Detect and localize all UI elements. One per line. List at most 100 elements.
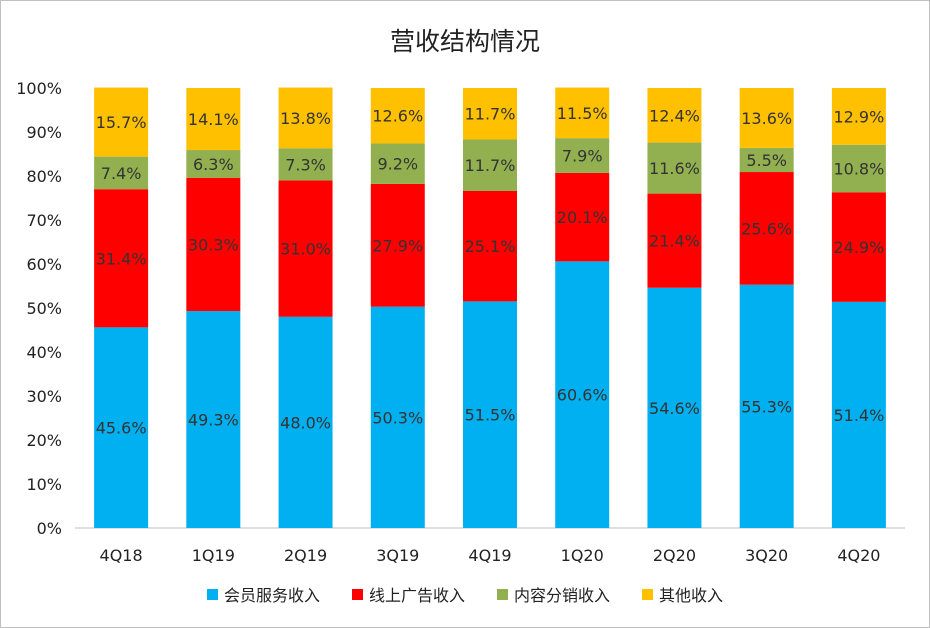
bar-segment [186, 150, 241, 178]
bar-segment [186, 177, 241, 312]
y-tick-label: 40% [26, 343, 62, 362]
bar-segment [555, 261, 610, 528]
y-tick-label: 80% [26, 167, 62, 186]
data-label: 9.2% [377, 155, 418, 174]
y-tick-label: 10% [26, 475, 62, 494]
data-label: 27.9% [372, 236, 423, 255]
data-label: 12.6% [372, 107, 423, 126]
y-tick-label: 20% [26, 431, 62, 450]
x-tick-label: 3Q20 [745, 546, 788, 565]
bar-segment [94, 156, 149, 190]
bar-segment [647, 193, 702, 288]
y-tick-label: 90% [26, 123, 62, 142]
legend-label: 会员服务收入 [223, 586, 320, 605]
x-tick-label: 1Q20 [561, 546, 604, 565]
data-label: 31.4% [96, 249, 147, 268]
data-label: 15.7% [96, 113, 147, 132]
data-label: 24.9% [833, 238, 884, 257]
y-tick-label: 50% [26, 299, 62, 318]
x-tick-label: 3Q19 [376, 546, 419, 565]
data-label: 11.7% [465, 156, 516, 175]
bar-segment [463, 190, 517, 302]
bar-segment [831, 88, 886, 145]
data-label: 25.1% [465, 237, 516, 256]
data-label: 14.1% [188, 110, 239, 129]
bar-segment [278, 87, 333, 149]
y-tick-label: 100% [16, 79, 62, 98]
legend-swatch [642, 588, 654, 600]
legend-item: 线上广告收入 [351, 582, 465, 606]
legend-item: 内容分销收入 [497, 582, 610, 606]
data-label: 5.5% [746, 151, 787, 170]
data-label: 7.4% [101, 164, 142, 183]
data-label: 60.6% [557, 386, 608, 405]
legend-item: 其他收入 [642, 582, 723, 606]
legend-swatch [206, 588, 218, 600]
bar-segment [278, 148, 333, 181]
x-tick-label: 2Q20 [653, 546, 696, 565]
y-tick-label: 70% [26, 211, 62, 230]
legend-item: 会员服务收入 [206, 582, 320, 606]
bar-segment [278, 316, 333, 528]
bar-segment [555, 172, 610, 262]
x-tick-label: 4Q20 [837, 546, 880, 565]
y-tick-label: 30% [26, 387, 62, 406]
bar-segment [186, 311, 241, 528]
bar-segment [463, 301, 517, 528]
bar-segment [370, 143, 425, 184]
data-label: 6.3% [193, 155, 234, 174]
y-tick-label: 60% [26, 255, 62, 274]
bar-segment [370, 88, 425, 144]
legend-swatch [497, 588, 508, 600]
bar-segment [94, 87, 149, 157]
data-label: 51.4% [833, 406, 884, 425]
data-label: 11.5% [557, 104, 608, 123]
x-tick-label: 4Q18 [100, 546, 143, 565]
y-tick-label: 0% [37, 519, 62, 538]
data-label: 25.6% [741, 219, 792, 238]
data-label: 12.4% [649, 106, 700, 125]
bar-segment [831, 192, 886, 302]
bar-segment [186, 88, 241, 151]
chart-legend: 会员服务收入 线上广告收入 内容分销收入 其他收入 [0, 582, 930, 606]
bar-segment [739, 88, 794, 148]
x-tick-label: 4Q19 [468, 546, 511, 565]
bar-segment [94, 327, 149, 528]
bar-segment [647, 287, 702, 528]
x-tick-label: 2Q19 [284, 546, 327, 565]
data-label: 31.0% [280, 240, 331, 259]
bar-segment [94, 189, 149, 328]
bar-segment [463, 139, 517, 191]
bar-segment [647, 88, 702, 143]
legend-label: 内容分销收入 [514, 586, 611, 605]
bar-segment [370, 306, 425, 528]
data-label: 7.9% [562, 147, 603, 166]
bar-segment [278, 180, 333, 317]
data-label: 45.6% [96, 419, 147, 438]
data-label: 55.3% [741, 397, 792, 416]
data-label: 13.8% [280, 109, 331, 128]
bar-segment [463, 88, 517, 140]
legend-label: 其他收入 [659, 586, 724, 605]
data-label: 11.7% [465, 105, 516, 124]
data-label: 12.9% [833, 107, 884, 126]
bar-segment [739, 172, 794, 285]
data-label: 51.5% [465, 406, 516, 425]
bar-segment [647, 142, 702, 194]
data-label: 20.1% [557, 208, 608, 227]
data-label: 49.3% [188, 411, 239, 430]
bar-segment [370, 183, 425, 307]
data-label: 30.3% [188, 235, 239, 254]
data-label: 21.4% [649, 232, 700, 251]
data-label: 10.8% [833, 160, 884, 179]
legend-label: 线上广告收入 [368, 586, 465, 605]
legend-swatch [351, 588, 363, 600]
chart-title: 营收结构情况 [389, 27, 540, 56]
bar-segment [555, 138, 610, 173]
bar-segment [831, 144, 886, 193]
data-label: 11.6% [649, 159, 700, 178]
data-label: 54.6% [649, 399, 700, 418]
data-label: 48.0% [280, 413, 331, 432]
data-label: 7.3% [285, 155, 326, 174]
